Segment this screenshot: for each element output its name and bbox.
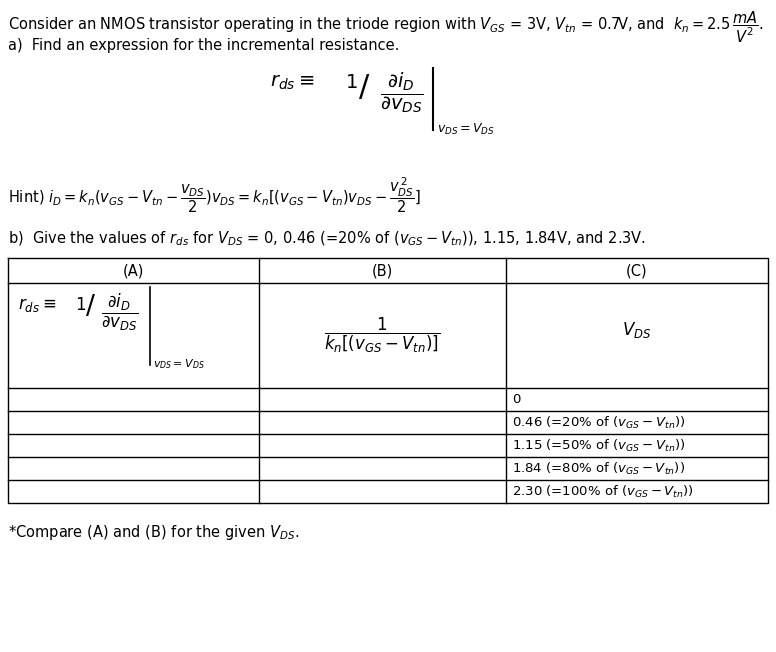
Text: $0.46$ (=20% of $(v_{GS} - V_{tn})$): $0.46$ (=20% of $(v_{GS} - V_{tn})$) [512, 415, 685, 430]
Text: $\dfrac{\partial i_D}{\partial v_{DS}}$: $\dfrac{\partial i_D}{\partial v_{DS}}$ [101, 292, 138, 333]
Text: $/$: $/$ [85, 294, 96, 320]
Text: (A): (A) [123, 263, 144, 278]
Text: $r_{ds} \equiv$: $r_{ds} \equiv$ [18, 296, 56, 314]
Text: Consider an NMOS transistor operating in the triode region with $V_{GS}$ = 3V, $: Consider an NMOS transistor operating in… [8, 10, 764, 45]
Text: $1.15$ (=50% of $(v_{GS} - V_{tn})$): $1.15$ (=50% of $(v_{GS} - V_{tn})$) [512, 437, 685, 454]
Text: $\dfrac{\partial i_D}{\partial v_{DS}}$: $\dfrac{\partial i_D}{\partial v_{DS}}$ [380, 70, 424, 115]
Text: $r_{ds} \equiv$: $r_{ds} \equiv$ [270, 73, 314, 92]
Text: $/$: $/$ [358, 73, 370, 102]
Text: $v_{DS}=V_{DS}$: $v_{DS}=V_{DS}$ [437, 122, 495, 137]
Text: $1$: $1$ [75, 296, 86, 314]
Text: $1$: $1$ [345, 73, 358, 92]
Text: Hint) $i_D = k_n(v_{GS} - V_{tn} - \dfrac{v_{DS}}{2})v_{DS} = k_n[(v_{GS} - V_{t: Hint) $i_D = k_n(v_{GS} - V_{tn} - \dfra… [8, 175, 421, 215]
Text: $\dfrac{1}{k_n[(v_{GS} - V_{tn})]}$: $\dfrac{1}{k_n[(v_{GS} - V_{tn})]}$ [324, 316, 441, 355]
Text: $V_{DS}$: $V_{DS}$ [622, 321, 652, 340]
Text: $2.30$ (=100% of $(v_{GS} - V_{tn})$): $2.30$ (=100% of $(v_{GS} - V_{tn})$) [512, 483, 694, 499]
Text: (C): (C) [626, 263, 648, 278]
Text: a)  Find an expression for the incremental resistance.: a) Find an expression for the incrementa… [8, 38, 400, 53]
Text: $1.84$ (=80% of $(v_{GS} - V_{tn})$): $1.84$ (=80% of $(v_{GS} - V_{tn})$) [512, 460, 685, 477]
Text: $v_{DS}=V_{DS}$: $v_{DS}=V_{DS}$ [153, 357, 205, 371]
Text: $0$: $0$ [512, 393, 521, 406]
Text: *Compare (A) and (B) for the given $V_{DS}$.: *Compare (A) and (B) for the given $V_{D… [8, 523, 300, 542]
Text: (B): (B) [372, 263, 393, 278]
Text: b)  Give the values of $r_{ds}$ for $V_{DS}$ = 0, 0.46 (=20% of $(v_{GS} - V_{tn: b) Give the values of $r_{ds}$ for $V_{D… [8, 230, 646, 248]
